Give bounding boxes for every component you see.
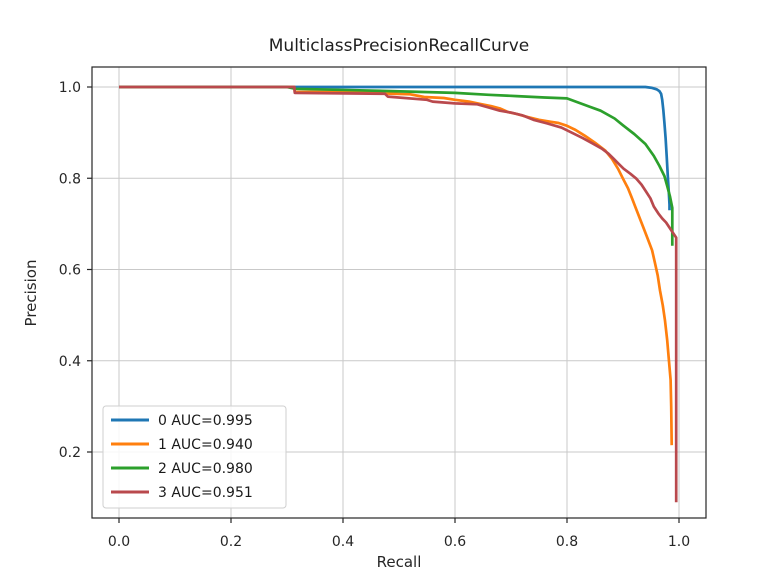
legend-label-class-3: 3 AUC=0.951	[158, 485, 253, 501]
x-tick-label: 0.4	[332, 534, 354, 550]
curve-class-1	[119, 85, 674, 446]
x-tick-label: 0.0	[108, 534, 130, 550]
y-tick-label: 1.0	[59, 80, 81, 96]
chart-title: MulticlassPrecisionRecallCurve	[268, 36, 530, 56]
y-tick-label: 0.6	[59, 263, 81, 279]
y-tick-label: 0.4	[59, 354, 81, 370]
x-tick-label: 1.0	[668, 534, 690, 550]
axes-frame	[91, 66, 707, 519]
legend-label-class-0: 0 AUC=0.995	[158, 413, 253, 429]
y-axis-label: Precision	[22, 259, 40, 327]
x-tick-label: 0.2	[220, 534, 242, 550]
legend-label-class-1: 1 AUC=0.940	[158, 437, 253, 453]
curve-class-3	[119, 85, 678, 503]
x-axis-label: Recall	[376, 553, 422, 571]
curve-class-2	[119, 85, 674, 246]
x-tick-label: 0.8	[556, 534, 578, 550]
y-tick-label: 0.2	[59, 445, 81, 461]
legend-box	[102, 405, 287, 509]
x-tick-label: 0.6	[444, 534, 466, 550]
y-tick-label: 0.8	[59, 171, 81, 187]
legend-label-class-2: 2 AUC=0.980	[158, 461, 253, 477]
